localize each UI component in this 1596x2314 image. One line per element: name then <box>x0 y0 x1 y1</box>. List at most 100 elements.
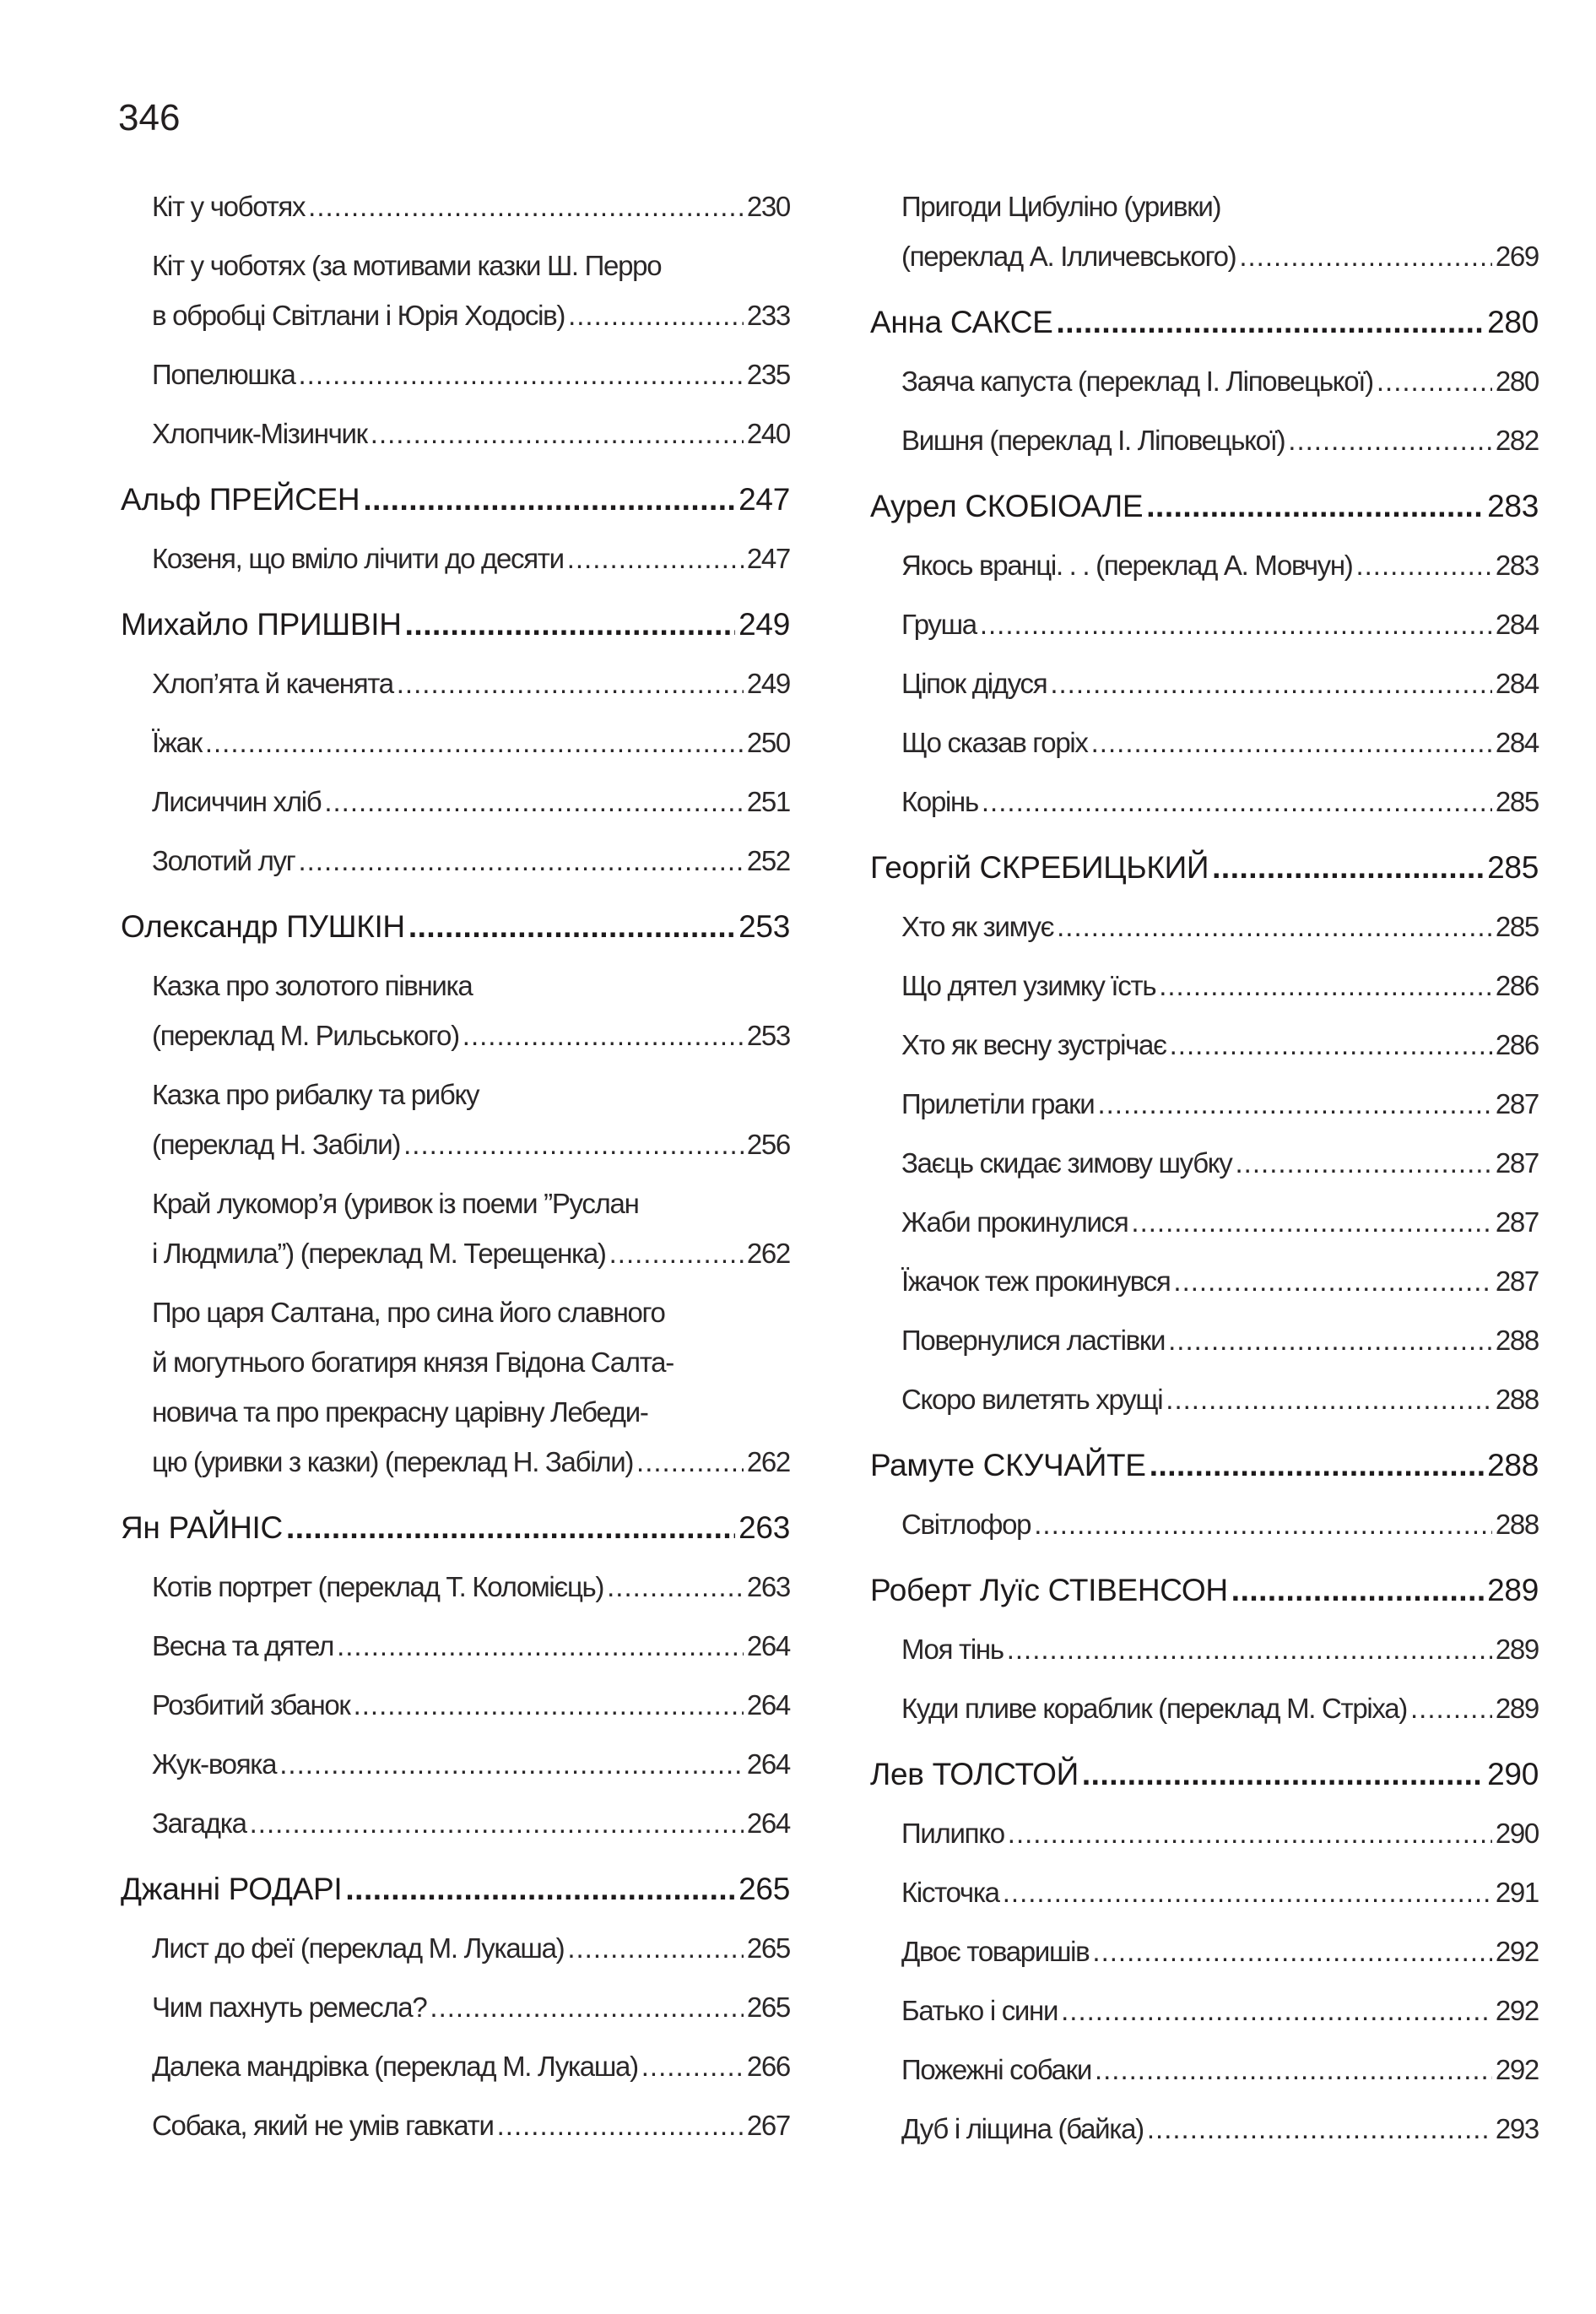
page-ref: 292 <box>1495 2054 1539 2085</box>
toc-entry: Пилипко 290 <box>870 1808 1539 1858</box>
entry-title: Пожежні собаки <box>901 2054 1092 2085</box>
page-ref: 256 <box>746 1129 791 1160</box>
toc-line: Моя тінь 289 <box>870 1624 1539 1674</box>
dot-leader <box>636 1437 744 1487</box>
toc-entry: Про царя Салтана, про сина його славного… <box>121 1287 791 1487</box>
dot-leader <box>982 777 1492 826</box>
entry-title: Груша <box>901 609 977 640</box>
toc-entry: Котів портрет (переклад Т. Коломієць) 263 <box>121 1562 791 1612</box>
dot-leader <box>408 902 735 951</box>
toc-line: (переклад Н. Забіли) 256 <box>121 1119 791 1169</box>
entry-title: Чим пахнуть ремесла? <box>152 1992 428 2023</box>
toc-entry: Заєць скидає зимову шубку 287 <box>870 1138 1539 1188</box>
dot-leader <box>1173 1256 1491 1306</box>
entry-title: Лист до феї (переклад М. Лукаша) <box>152 1932 565 1964</box>
entry-title: Заєць скидає зимову шубку <box>901 1147 1233 1179</box>
toc-author-heading: Джанні РОДАРІ 265 <box>121 1864 790 1914</box>
toc-entry: Їжак 250 <box>121 718 791 767</box>
page-ref: 249 <box>746 668 791 699</box>
entry-title: Хто як зимує <box>901 911 1054 942</box>
dot-leader <box>354 1680 744 1730</box>
author-name: Олександр ПУШКІН <box>121 909 405 944</box>
page-ref: 284 <box>1495 609 1539 640</box>
toc-entry: Жаби прокинулися 287 <box>870 1197 1539 1247</box>
entry-title: Світлофор <box>901 1509 1032 1540</box>
entry-title: Лисиччин хліб <box>152 786 322 817</box>
toc-entry: Кіт у чоботях (за мотивами казки Ш. Перр… <box>121 241 791 340</box>
toc-author-heading: Рамуте СКУЧАЙТЕ 288 <box>870 1440 1539 1490</box>
dot-leader <box>371 409 744 458</box>
toc-entry: Золотий луг 252 <box>121 836 791 886</box>
toc-entry: Розбитий збанок 264 <box>121 1680 791 1730</box>
toc-entry: Хлоп’ята й каченята 249 <box>121 658 791 708</box>
page-ref: 247 <box>738 482 790 517</box>
page-ref: 289 <box>1495 1634 1539 1665</box>
page-ref: 240 <box>746 418 791 449</box>
dot-leader <box>1239 231 1491 281</box>
toc-line: Двоє товаришів 292 <box>870 1927 1539 1976</box>
dot-leader <box>1168 1315 1492 1365</box>
page-ref: 286 <box>1495 1029 1539 1060</box>
entry-title: Хлоп’ята й каченята <box>152 668 394 699</box>
entry-title: Якось вранці. . . (переклад А. Мовчун) <box>901 550 1354 581</box>
toc-line: Ціпок дідуся 284 <box>870 658 1539 708</box>
toc-entry: Весна та дятел 264 <box>121 1621 791 1671</box>
dot-leader <box>286 1503 735 1553</box>
toc-line: Анна САКСЕ 280 <box>870 297 1539 347</box>
toc-entry: Лист до феї (переклад М. Лукаша) 265 <box>121 1923 791 1973</box>
page-ref: 289 <box>1487 1573 1539 1607</box>
entry-title: Весна та дятел <box>152 1630 334 1661</box>
toc-entry: Хто як зимує 285 <box>870 902 1539 951</box>
page-ref: 291 <box>1495 1877 1539 1908</box>
toc-entry: Пожежні собаки 292 <box>870 2045 1539 2095</box>
page-ref: 230 <box>746 191 791 222</box>
entry-title: Попелюшка <box>152 359 296 390</box>
toc-entry: Повернулися ластівки 288 <box>870 1315 1539 1365</box>
entry-title: і Людмила”) (переклад М. Терещенка) <box>152 1238 607 1269</box>
entry-title: Ціпок дідуся <box>901 668 1048 699</box>
dot-leader <box>1050 658 1492 708</box>
entry-title: (переклад А. Ілличевського) <box>901 241 1237 272</box>
toc-author-heading: Альф ПРЕЙСЕН 247 <box>121 474 790 524</box>
entry-title: Пилипко <box>901 1818 1005 1849</box>
author-name: Рамуте СКУЧАЙТЕ <box>870 1448 1146 1482</box>
page-ref: 283 <box>1495 550 1539 581</box>
toc-column-left: Кіт у чоботях 230 Кіт у чоботях (за мотива… <box>121 172 791 2150</box>
dot-leader <box>1131 1197 1491 1247</box>
author-name: Джанні РОДАРІ <box>121 1872 343 1906</box>
toc-entry: Моя тінь 289 <box>870 1624 1539 1674</box>
page-ref: 289 <box>1495 1693 1539 1724</box>
page-ref: 284 <box>1495 668 1539 699</box>
page-ref: 264 <box>746 1630 791 1661</box>
toc-author-heading: Аурел СКОБІОАЛЕ 283 <box>870 481 1539 531</box>
toc-entry: Вишня (переклад І. Ліповецької) 282 <box>870 415 1539 465</box>
toc-line: Батько і сини 292 <box>870 1986 1539 2035</box>
page-ref: 249 <box>738 607 790 642</box>
dot-leader <box>1377 356 1492 406</box>
page-ref: 265 <box>746 1932 791 1964</box>
entry-title: Хлопчик-Мізинчик <box>152 418 368 449</box>
dot-leader <box>308 182 744 231</box>
entry-title: (переклад Н. Забіли) <box>152 1129 401 1160</box>
dot-leader <box>1355 540 1491 590</box>
page-ref: 290 <box>1487 1757 1539 1791</box>
entry-title: Корінь <box>901 786 979 817</box>
dot-leader <box>1170 1020 1492 1070</box>
toc-entry: Їжачок теж прокинувся 287 <box>870 1256 1539 1306</box>
toc-entry: Казка про золотого півника (переклад М. Р… <box>121 961 791 1060</box>
page-ref: 264 <box>746 1807 791 1839</box>
toc-line: Корінь 285 <box>870 777 1539 826</box>
dot-leader <box>1091 718 1492 767</box>
entry-title: Казка про рибалку та рибку <box>152 1079 480 1110</box>
toc-entry: Казка про рибалку та рибку (переклад Н. З… <box>121 1070 791 1169</box>
toc-entry: Пригоди Цибуліно (уривки) (переклад А. Іл… <box>870 182 1539 281</box>
author-name: Георгій СКРЕБИЦЬКИЙ <box>870 850 1209 885</box>
author-name: Ян РАЙНІС <box>121 1510 283 1545</box>
entry-title: Казка про золотого півника <box>152 970 473 1001</box>
page-ref: 262 <box>746 1238 791 1269</box>
toc-line: Чим пахнуть ремесла? 265 <box>121 1982 791 2032</box>
author-name: Аурел СКОБІОАЛЕ <box>870 489 1144 523</box>
dot-leader <box>497 2100 744 2150</box>
toc-entry: Чим пахнуть ремесла? 265 <box>121 1982 791 2032</box>
author-name: Анна САКСЕ <box>870 305 1053 339</box>
